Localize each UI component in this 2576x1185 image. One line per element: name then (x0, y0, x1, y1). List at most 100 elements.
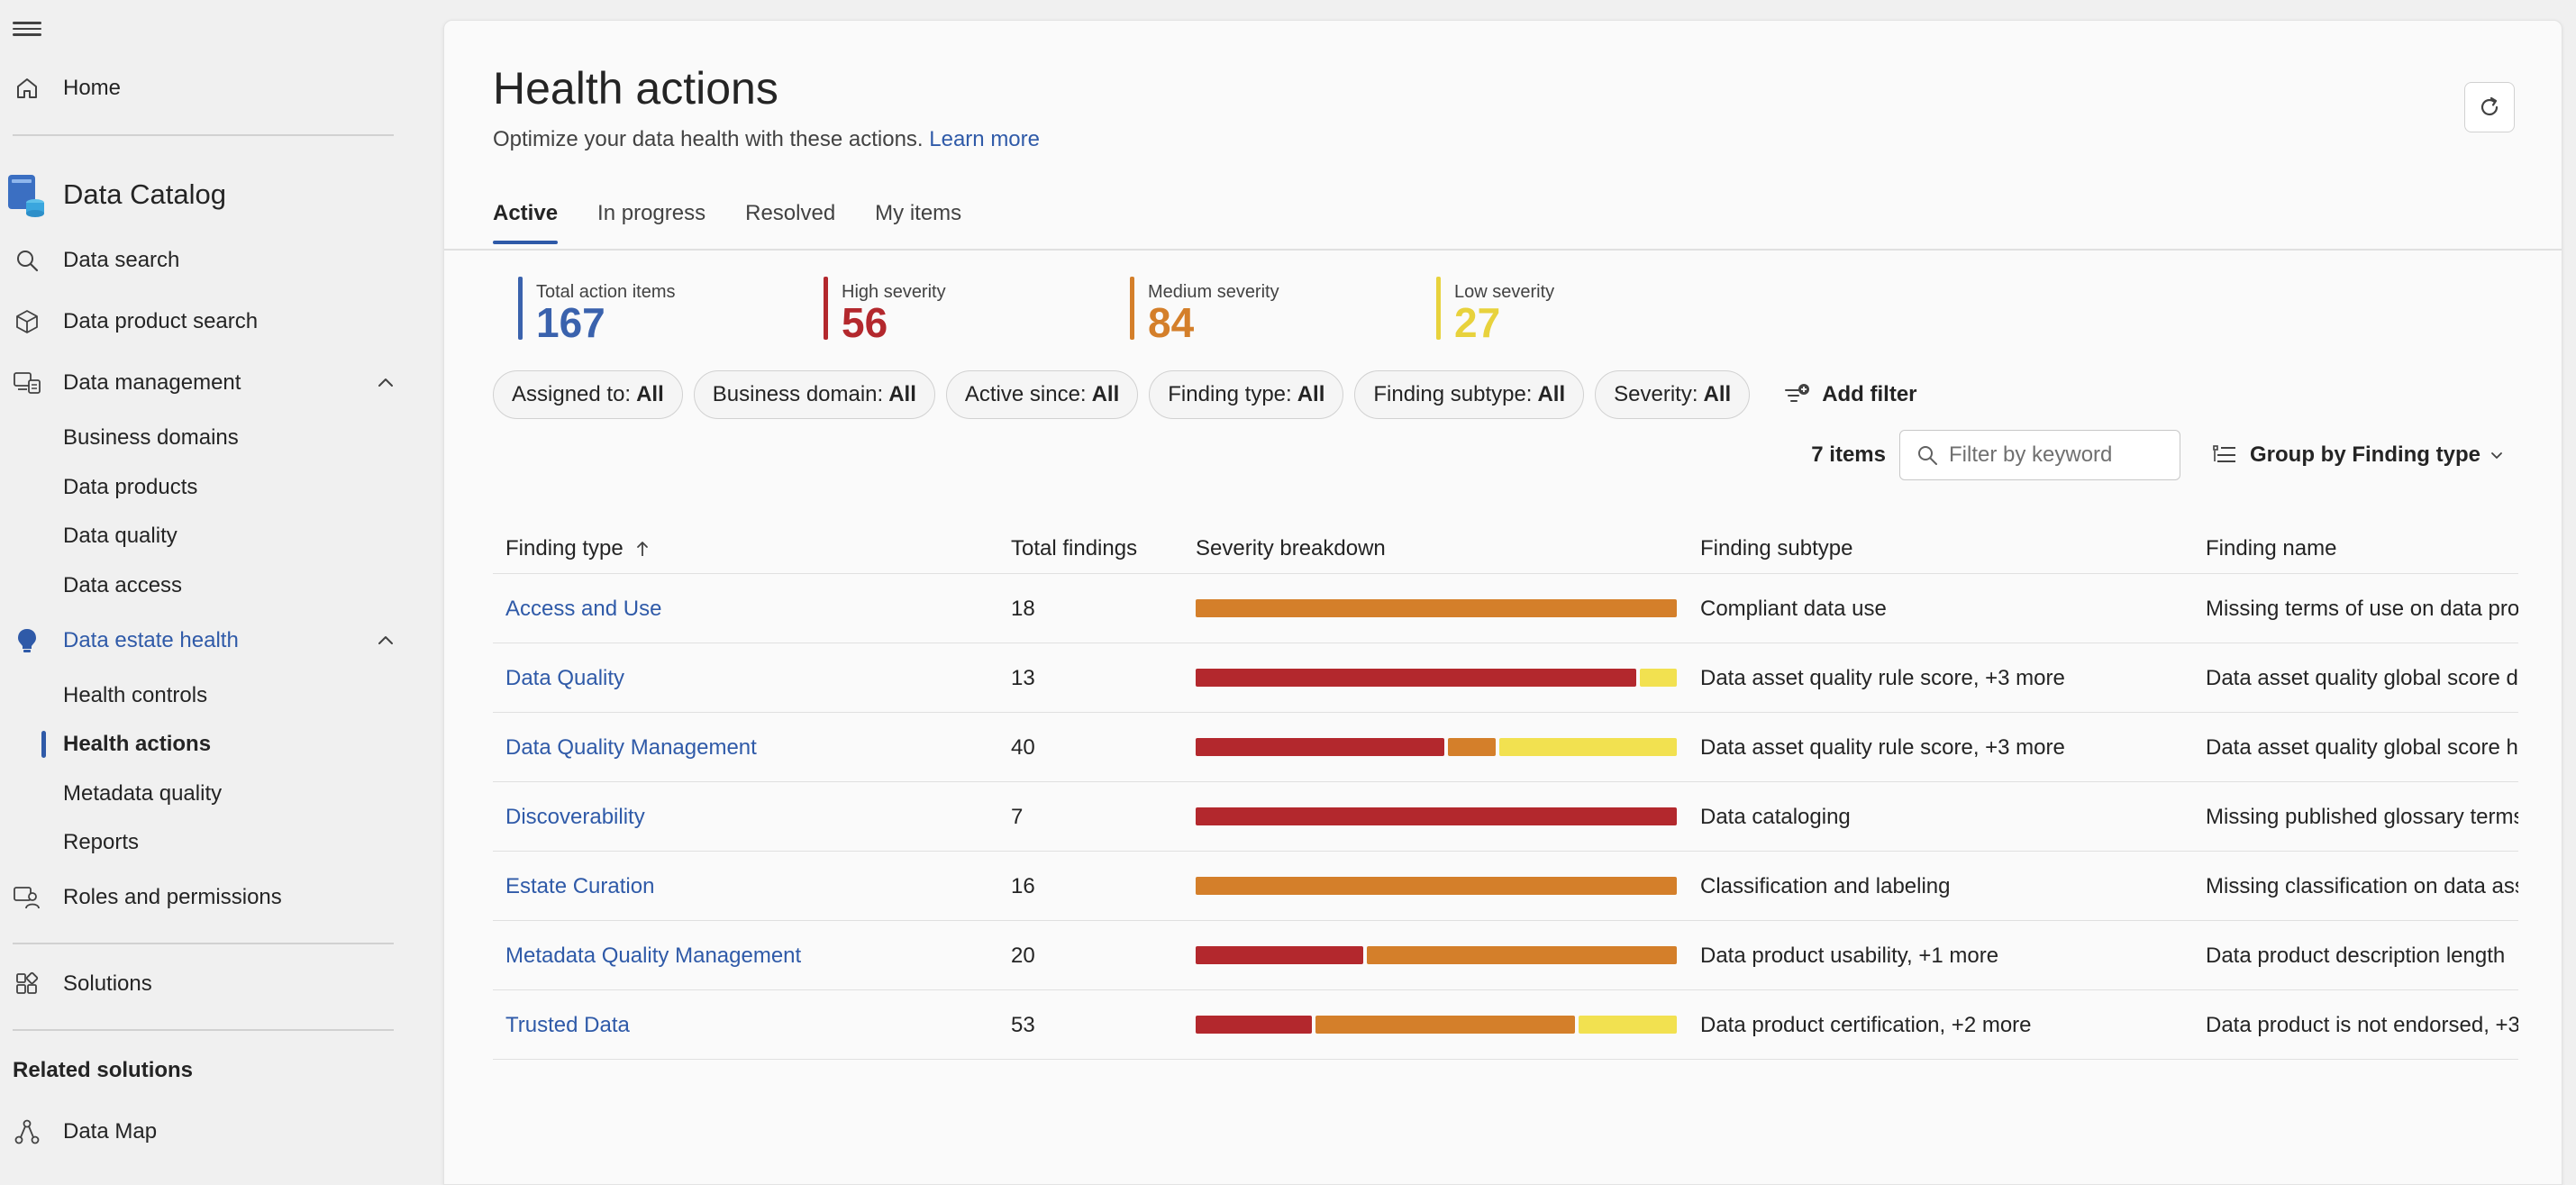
finding-type-link[interactable]: Estate Curation (505, 874, 655, 898)
subtitle-text: Optimize your data health with these act… (493, 127, 924, 151)
findings-table: Finding type Total findings Severity bre… (493, 515, 2518, 1060)
table-row[interactable]: Access and Use 18 Compliant data use Missin… (493, 574, 2518, 643)
sidebar: Home Data Catalog Data search Data produ… (0, 0, 414, 1185)
learn-more-link[interactable]: Learn more (929, 127, 1040, 151)
page-title: Health actions (493, 63, 778, 114)
tab-resolved[interactable]: Resolved (745, 201, 836, 225)
tab-in-progress[interactable]: In progress (597, 201, 706, 225)
sidebar-item-reports[interactable]: Reports (0, 817, 405, 868)
chevron-down-icon (2491, 452, 2502, 459)
chevron-up-icon[interactable] (375, 630, 396, 652)
severity-breakdown-bar (1196, 669, 1677, 687)
table-row[interactable]: Metadata Quality Management 20 Data produc… (493, 921, 2518, 990)
severity-breakdown-bar (1196, 807, 1677, 825)
filter-label: Assigned to: (512, 382, 632, 406)
severity-segment-medium (1315, 1016, 1575, 1034)
sidebar-item-data-search[interactable]: Data search (0, 235, 405, 286)
filter-finding-subtype[interactable]: Finding subtype: All (1354, 370, 1585, 419)
lightbulb-icon (13, 626, 41, 655)
sidebar-item-data-map[interactable]: Data Map (0, 1107, 405, 1157)
column-header-finding-type[interactable]: Finding type (505, 536, 651, 561)
section-title-data-catalog: Data Catalog (63, 178, 226, 210)
sidebar-item-data-products[interactable]: Data products (0, 462, 405, 513)
total-findings-cell: 40 (1011, 735, 1035, 760)
table-body: Access and Use 18 Compliant data use Missin… (493, 574, 2518, 1060)
column-header-label: Finding type (505, 536, 624, 561)
sidebar-item-label: Metadata quality (63, 781, 223, 806)
sidebar-item-solutions[interactable]: Solutions (0, 959, 405, 1009)
sidebar-item-label: Business domains (63, 425, 239, 450)
solutions-grid-icon (13, 970, 41, 998)
column-header-finding-subtype[interactable]: Finding subtype (1700, 536, 1853, 561)
finding-name-cell: Data asset quality global score does not… (2206, 666, 2518, 690)
finding-type-link[interactable]: Metadata Quality Management (505, 943, 802, 968)
main-panel: Health actions Optimize your data health… (443, 20, 2562, 1185)
filter-finding-type[interactable]: Finding type: All (1149, 370, 1344, 419)
kpi-bar (1436, 277, 1441, 340)
column-header-finding-name[interactable]: Finding name (2206, 536, 2337, 561)
finding-type-link[interactable]: Access and Use (505, 597, 662, 621)
total-findings-cell: 53 (1011, 1013, 1035, 1037)
sidebar-item-metadata-quality[interactable]: Metadata quality (0, 769, 405, 819)
filter-keyword-input[interactable] (1949, 442, 2174, 468)
sidebar-item-business-domains[interactable]: Business domains (0, 413, 405, 463)
sidebar-item-data-estate-health[interactable]: Data estate health (0, 615, 405, 666)
add-filter-button[interactable]: Add filter (1784, 382, 1917, 407)
severity-segment-high (1196, 946, 1363, 964)
kpi-label: Low severity (1454, 282, 1555, 302)
severity-breakdown-bar (1196, 599, 1677, 617)
finding-name-cell: Missing published glossary terms (2206, 805, 2518, 829)
group-by-dropdown[interactable]: Group by Finding type (2212, 442, 2504, 468)
filter-bar: Assigned to: All Business domain: All Acti… (493, 370, 1917, 419)
table-row[interactable]: Trusted Data 53 Data product certification… (493, 990, 2518, 1060)
tab-active[interactable]: Active (493, 201, 559, 244)
sidebar-item-data-quality[interactable]: Data quality (0, 511, 405, 561)
column-header-severity-breakdown[interactable]: Severity breakdown (1196, 536, 1386, 561)
filter-active-since[interactable]: Active since: All (945, 370, 1139, 419)
sidebar-item-data-access[interactable]: Data access (0, 561, 405, 611)
finding-type-link[interactable]: Trusted Data (505, 1013, 630, 1037)
filter-value: All (1537, 382, 1566, 406)
filter-severity[interactable]: Severity: All (1595, 370, 1751, 419)
finding-name-cell: Missing classification on data assets (2206, 874, 2518, 898)
sidebar-item-label: Data quality (63, 524, 177, 548)
finding-type-link[interactable]: Discoverability (505, 805, 645, 829)
kpi-value: 27 (1454, 299, 1501, 346)
total-findings-cell: 20 (1011, 943, 1035, 968)
sidebar-item-data-catalog[interactable]: Data Catalog (0, 169, 405, 220)
finding-subtype-cell: Data cataloging (1700, 805, 1851, 829)
finding-subtype-cell: Compliant data use (1700, 597, 1887, 621)
sidebar-item-home[interactable]: Home (0, 63, 405, 114)
divider (13, 134, 394, 136)
sidebar-item-data-management[interactable]: Data management (0, 358, 405, 408)
filter-search-box[interactable] (1899, 430, 2180, 480)
sidebar-item-health-actions[interactable]: Health actions (0, 719, 405, 770)
table-row[interactable]: Data Quality Management 40 Data asset qual… (493, 713, 2518, 782)
sidebar-item-health-controls[interactable]: Health controls (0, 670, 405, 721)
filter-label: Business domain: (712, 382, 884, 406)
finding-type-link[interactable]: Data Quality Management (505, 735, 757, 760)
tab-my-items[interactable]: My items (875, 201, 962, 225)
table-row[interactable]: Data Quality 13 Data asset quality rule sc… (493, 643, 2518, 713)
column-header-total-findings[interactable]: Total findings (1011, 536, 1138, 561)
finding-name-cell: Data product description length (2206, 943, 2506, 968)
add-filter-icon (1785, 384, 1810, 402)
table-row[interactable]: Estate Curation 16 Classification and labe… (493, 852, 2518, 921)
filter-label: Severity: (1614, 382, 1698, 406)
finding-type-link[interactable]: Data Quality (505, 666, 625, 690)
filter-assigned-to[interactable]: Assigned to: All (493, 370, 683, 419)
filter-value: All (1703, 382, 1732, 406)
kpi-value: 167 (536, 299, 605, 346)
severity-segment-high (1196, 669, 1637, 687)
sidebar-item-roles-and-permissions[interactable]: Roles and permissions (0, 872, 405, 923)
group-by-label: Group by Finding type (2250, 442, 2480, 467)
filter-label: Finding subtype: (1373, 382, 1533, 406)
sidebar-item-label: Data search (63, 248, 180, 272)
finding-name-cell: Data product is not endorsed, +3 more (2206, 1013, 2518, 1037)
sidebar-item-data-product-search[interactable]: Data product search (0, 296, 405, 347)
table-row[interactable]: Discoverability 7 Data cataloging Missing p… (493, 782, 2518, 852)
hamburger-menu-icon[interactable] (13, 18, 41, 40)
refresh-button[interactable] (2464, 82, 2515, 132)
chevron-up-icon[interactable] (375, 372, 396, 394)
filter-business-domain[interactable]: Business domain: All (693, 370, 935, 419)
